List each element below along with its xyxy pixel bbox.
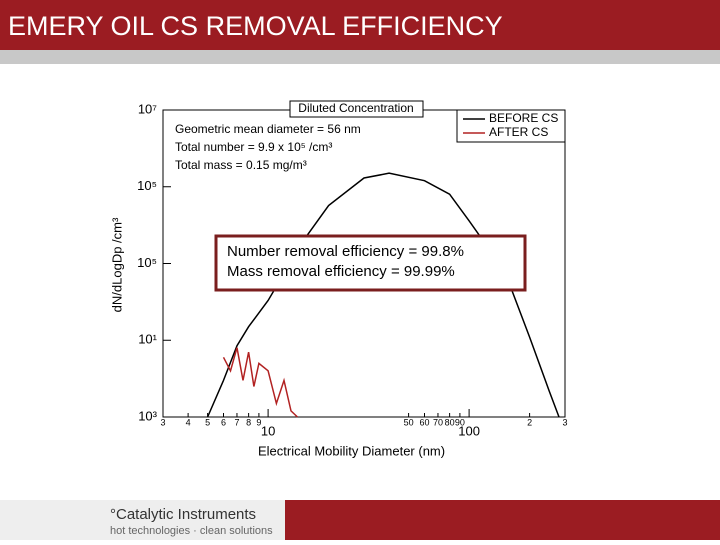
x-axis-label: Electrical Mobility Diameter (nm) (258, 443, 445, 458)
x-tick-label: 3 (160, 417, 165, 427)
annotation: Total number = 9.9 x 10⁵ /cm³ (175, 140, 332, 154)
series-line (222, 347, 299, 418)
title-bar (0, 0, 720, 50)
slide-title: EMERY OIL CS REMOVAL EFFICIENCY (8, 11, 503, 41)
legend-label: AFTER CS (489, 125, 548, 139)
note: Mass removal efficiency = 99.99% (227, 263, 455, 280)
x-tick-label: 8 (246, 417, 251, 427)
title-rule (0, 50, 720, 64)
legend-box (456, 109, 566, 143)
series-line (206, 172, 560, 418)
footer-bar (285, 500, 720, 540)
x-tick-label: 7 (234, 417, 239, 427)
x-tick-label: 90 (455, 417, 465, 427)
x-tick-label: 6 (221, 417, 226, 427)
note: Number removal efficiency = 99.8% (227, 243, 464, 260)
y-tick-label: 10³ (138, 408, 157, 423)
y-axis-label: dN/dLogDp /cm³ (109, 217, 124, 312)
y-tick-label: 10⁷ (138, 101, 157, 116)
annotation: Geometric mean diameter = 56 nm (175, 122, 361, 136)
tagline: hot technologies · clean solutions (110, 525, 273, 537)
x-tick-label: 100 (458, 423, 480, 438)
x-tick-label: 3 (562, 417, 567, 427)
y-tick-label: 10⁵ (137, 178, 157, 193)
x-tick-label: 10 (261, 423, 275, 438)
note-box (214, 234, 527, 292)
logo-area (0, 500, 285, 540)
x-tick-label: 70 (433, 417, 443, 427)
x-tick-label: 4 (186, 417, 191, 427)
y-tick-label: 10¹ (138, 332, 157, 347)
x-tick-label: 5 (205, 417, 210, 427)
x-tick-label: 60 (419, 417, 429, 427)
chart-title: Diluted Concentration (298, 101, 413, 115)
x-tick-label: 2 (527, 417, 532, 427)
chart-title-box (289, 100, 424, 118)
annotation: Total mass = 0.15 mg/m³ (175, 158, 307, 172)
x-tick-label: 50 (404, 417, 414, 427)
brand: °Catalytic Instruments (110, 506, 256, 523)
y-tick-label: 10⁵ (137, 255, 157, 270)
x-tick-label: 9 (256, 417, 261, 427)
legend-label: BEFORE CS (489, 111, 558, 125)
x-tick-label: 80 (445, 417, 455, 427)
